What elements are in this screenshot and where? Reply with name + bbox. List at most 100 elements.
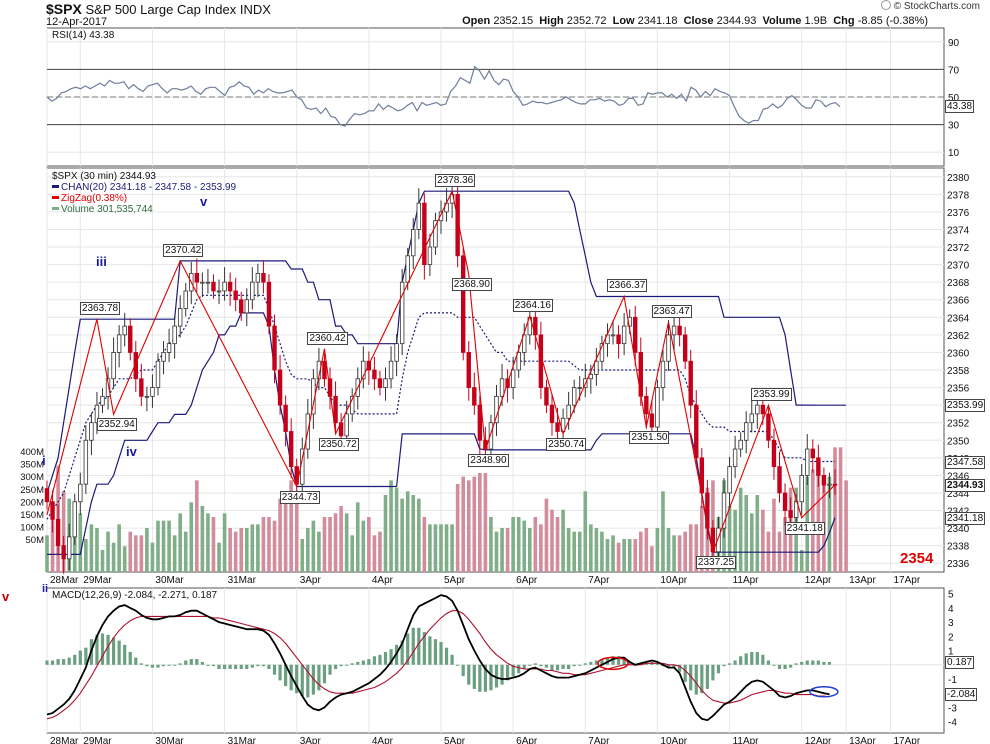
zigzag-label: 2378.36: [435, 174, 476, 188]
macd-hist-bar: [406, 633, 410, 665]
candle-body: [821, 474, 827, 486]
candle-body: [416, 202, 422, 230]
candle-body: [782, 492, 788, 511]
candle-body: [211, 281, 216, 292]
volume-bar: [244, 528, 249, 572]
candle-body: [760, 404, 766, 415]
macd-hist-bar: [367, 659, 371, 665]
candle-body: [277, 369, 283, 406]
macd-hist-bar: [561, 664, 565, 670]
symbol: $SPX: [46, 1, 82, 17]
candle-body: [344, 413, 349, 437]
volume-bar: [222, 513, 227, 572]
volume-bar: [494, 531, 499, 572]
macd-hist-bar: [67, 657, 71, 665]
macd-hist-bar: [450, 654, 454, 665]
volume-bar: [84, 539, 88, 572]
macd-hist-bar: [678, 664, 682, 672]
candle-body: [55, 518, 61, 547]
volume-bar: [594, 528, 599, 572]
candle-body: [466, 352, 471, 388]
high-label: High: [539, 15, 564, 27]
macd-hist-bar: [489, 664, 493, 691]
volume-bar: [117, 524, 121, 572]
zigzag-label: 2368.90: [451, 278, 492, 292]
macd-hist-bar: [761, 654, 765, 665]
volume-bar: [394, 487, 399, 572]
zigzag-label: 2344.73: [279, 490, 320, 504]
volume-bar: [383, 495, 388, 572]
macd-hist-bar: [772, 664, 776, 666]
macd-hist-bar: [483, 664, 487, 692]
volume-bar: [483, 473, 488, 572]
low-label: Low: [612, 15, 635, 27]
candle-body: [827, 483, 832, 486]
volume-bar: [844, 480, 848, 572]
pane-macd-frame: [46, 587, 945, 734]
candle-body: [411, 229, 416, 257]
legend-volume-text: Volume 301,535,744: [61, 204, 153, 215]
candle-body: [216, 290, 222, 293]
zigzag-label: 2363.47: [651, 304, 692, 318]
volume-bar: [650, 546, 654, 572]
macd-hist-bar: [106, 634, 110, 665]
volume-bar: [744, 495, 749, 572]
macd-hist-bar: [505, 664, 510, 681]
macd-hist-bar: [550, 664, 554, 671]
candle-body: [810, 448, 816, 459]
macd-hist-bar: [167, 664, 171, 666]
volume-tick-5: 150M: [20, 510, 44, 521]
date-label-1-10: 11Apr: [733, 736, 760, 744]
macd-hist-bar: [345, 664, 349, 666]
date-label-0-5: 4Apr: [372, 575, 394, 586]
high-value: 2352.72: [566, 15, 607, 27]
candle-body: [288, 431, 294, 468]
volume-label: Volume: [762, 15, 802, 27]
rsi-tick-3: 30: [948, 121, 960, 132]
candle-body: [128, 325, 133, 353]
macd-hist-bar: [111, 637, 116, 665]
candle-body: [177, 308, 183, 327]
volume-tick-6: 100M: [20, 523, 44, 534]
macd-hist-bar: [755, 651, 759, 665]
candle-body: [250, 281, 255, 301]
macd-hist-bar: [228, 664, 232, 670]
volume-bar: [378, 531, 382, 572]
candle-body: [405, 255, 410, 283]
target-level: 2354: [900, 550, 934, 567]
candle-body: [361, 360, 366, 380]
date-label-1-9: 10Apr: [660, 736, 687, 744]
candle-body: [422, 202, 427, 266]
macd-tick-6: -1: [948, 675, 957, 686]
candle-body: [372, 369, 377, 380]
volume-bar: [444, 524, 449, 572]
macd-hist-bar: [372, 656, 377, 665]
macd-hist-bar: [189, 659, 193, 665]
volume-bar: [527, 528, 532, 572]
macd-hist-bar: [517, 664, 521, 674]
price-tick-8: 2364: [947, 313, 970, 324]
candle-body: [460, 255, 466, 353]
macd-hist-bar: [156, 664, 160, 668]
price-tick-18: 2344: [947, 489, 970, 500]
macd-hist-bar: [50, 660, 55, 665]
candle-body: [793, 501, 799, 518]
volume-bar: [367, 517, 371, 572]
macd-hist-bar: [378, 654, 382, 665]
macd-hist-bar: [700, 664, 704, 694]
macd-hist-bar: [589, 661, 593, 665]
volume-bar: [350, 535, 355, 572]
date-label-0-0: 28Mar: [50, 575, 79, 586]
macd-hist-bar: [73, 654, 77, 665]
symbol-title: $SPX S&P 500 Large Cap Index INDX: [46, 1, 271, 17]
macd-hist-bar: [422, 632, 426, 665]
macd-hist-bar: [528, 664, 532, 666]
volume-bar: [505, 528, 510, 572]
volume-bar: [233, 531, 238, 572]
macd-hist-bar: [62, 659, 66, 665]
volume-bar: [799, 550, 804, 572]
macd-hist-bar: [145, 664, 149, 667]
date-label-1-12: 13Apr: [849, 736, 876, 744]
volume-bar: [195, 480, 199, 572]
volume-bar: [261, 517, 266, 572]
